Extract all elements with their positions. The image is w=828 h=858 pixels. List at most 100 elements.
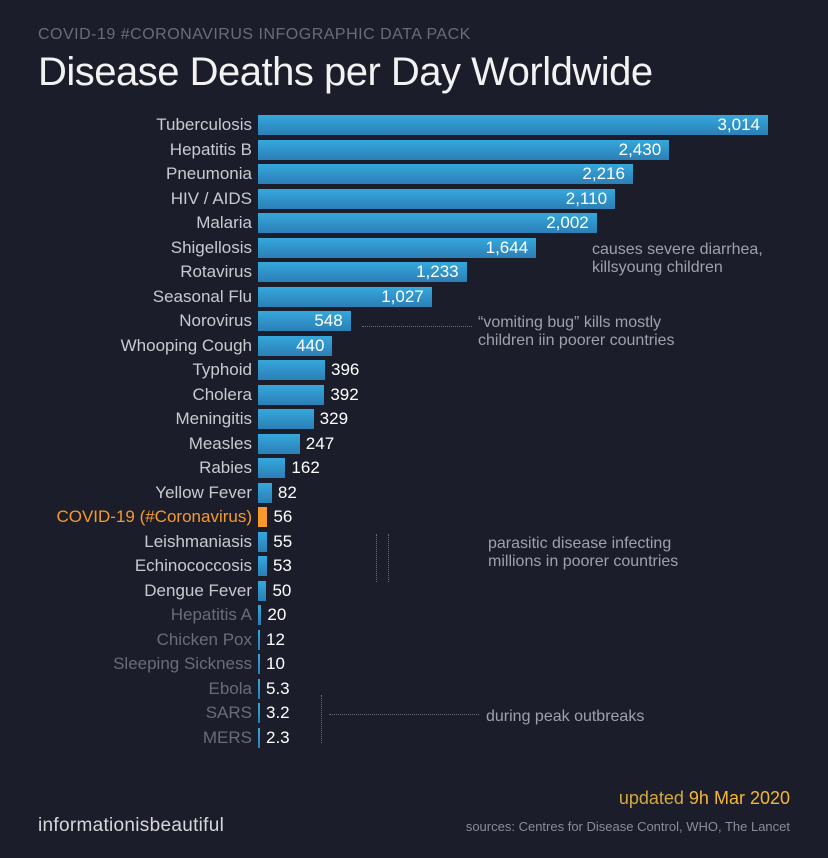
bar-value: 392	[324, 385, 358, 405]
chart-row: Malaria2,002	[38, 211, 790, 236]
bar-label: Measles	[38, 434, 258, 454]
chart-row: Chicken Pox12	[38, 628, 790, 653]
chart-row: Sleeping Sickness10	[38, 652, 790, 677]
bar-value: 2.3	[260, 728, 290, 748]
chart-row: Hepatitis A20	[38, 603, 790, 628]
annotation-bracket	[388, 534, 389, 582]
bar-value: 56	[267, 507, 292, 527]
chart-row: HIV / AIDS2,110	[38, 187, 790, 212]
bar	[258, 532, 267, 552]
bar-label: Shigellosis	[38, 238, 258, 258]
bar-label: Norovirus	[38, 311, 258, 331]
bar-label: Leishmaniasis	[38, 532, 258, 552]
bar-label: COVID-19 (#Coronavirus)	[38, 507, 258, 527]
chart-row: MERS2.3	[38, 726, 790, 751]
bar-value: 82	[272, 483, 297, 503]
bar-value: 55	[267, 532, 292, 552]
bar	[258, 507, 267, 527]
bar	[258, 360, 325, 380]
bar-with-value: 1,233	[258, 262, 467, 282]
bar-value: 247	[300, 434, 334, 454]
bar-label: Whooping Cough	[38, 336, 258, 356]
chart-row: Pneumonia2,216	[38, 162, 790, 187]
chart-row: Hepatitis B2,430	[38, 138, 790, 163]
annotation: parasitic disease infectingmillions in p…	[488, 535, 678, 572]
bar-value: 20	[261, 605, 286, 625]
bar-label: SARS	[38, 703, 258, 723]
bar-label: Pneumonia	[38, 164, 258, 184]
bar-label: Tuberculosis	[38, 115, 258, 135]
bar-with-value: 440	[258, 336, 332, 356]
bar-with-value: 548	[258, 311, 351, 331]
chart-row: Yellow Fever 82	[38, 481, 790, 506]
page-title: Disease Deaths per Day Worldwide	[38, 50, 790, 95]
bar-label: Typhoid	[38, 360, 258, 380]
annotation-leader	[329, 714, 479, 715]
chart-row: Dengue Fever 50	[38, 579, 790, 604]
bar-value: 3.2	[260, 703, 290, 723]
bar-label: MERS	[38, 728, 258, 748]
bar-label: Rotavirus	[38, 262, 258, 282]
footer: updated 9h Mar 2020 informationisbeautif…	[38, 788, 790, 834]
updated-line: updated 9h Mar 2020	[38, 788, 790, 809]
bar-with-value: 2,216	[258, 164, 633, 184]
bar-label: Hepatitis A	[38, 605, 258, 625]
chart-row: Norovirus548	[38, 309, 790, 334]
bar-value: 12	[260, 630, 285, 650]
bar-with-value: 3,014	[258, 115, 768, 135]
chart-row: Meningitis 329	[38, 407, 790, 432]
annotation-leader	[362, 326, 472, 327]
chart-row: Measles 247	[38, 432, 790, 457]
bar	[258, 434, 300, 454]
bar-label: Hepatitis B	[38, 140, 258, 160]
bar-label: Seasonal Flu	[38, 287, 258, 307]
annotation: during peak outbreaks	[486, 708, 644, 726]
bar	[258, 409, 314, 429]
bar-value: 5.3	[260, 679, 290, 699]
bar-with-value: 1,027	[258, 287, 432, 307]
bar-value: 162	[285, 458, 319, 478]
bar-label: Sleeping Sickness	[38, 654, 258, 674]
chart-row: COVID-19 (#Coronavirus) 56	[38, 505, 790, 530]
chart-row: Tuberculosis3,014	[38, 113, 790, 138]
annotation-bracket	[376, 534, 377, 582]
bar-label: Chicken Pox	[38, 630, 258, 650]
chart-row: Ebola5.3	[38, 677, 790, 702]
bar-with-value: 2,002	[258, 213, 597, 233]
infographic-canvas: COVID-19 #CORONAVIRUS INFOGRAPHIC DATA P…	[0, 0, 828, 858]
bar-label: Rabies	[38, 458, 258, 478]
updated-value: 9h Mar 2020	[689, 788, 790, 808]
bar-with-value: 2,430	[258, 140, 669, 160]
chart-row: Typhoid 396	[38, 358, 790, 383]
chart-row: Cholera 392	[38, 383, 790, 408]
bar	[258, 483, 272, 503]
bar-value: 10	[260, 654, 285, 674]
bar	[258, 556, 267, 576]
bar-value: 50	[266, 581, 291, 601]
bar-label: Ebola	[38, 679, 258, 699]
bar-label: Dengue Fever	[38, 581, 258, 601]
bar-label: Yellow Fever	[38, 483, 258, 503]
chart-row: Seasonal Flu1,027	[38, 285, 790, 310]
bar-chart: Tuberculosis3,014Hepatitis B2,430Pneumon…	[38, 113, 790, 750]
bar-label: Echinococcosis	[38, 556, 258, 576]
chart-row: Whooping Cough440	[38, 334, 790, 359]
bar-value: 396	[325, 360, 359, 380]
bar	[258, 581, 266, 601]
annotation: causes severe diarrhea,killsyoung childr…	[592, 241, 763, 278]
bar-value: 53	[267, 556, 292, 576]
bar-label: HIV / AIDS	[38, 189, 258, 209]
bar	[258, 458, 285, 478]
bar-value: 329	[314, 409, 348, 429]
bar-label: Meningitis	[38, 409, 258, 429]
bar-label: Cholera	[38, 385, 258, 405]
annotation: “vomiting bug” kills mostlychildren iin …	[478, 314, 675, 351]
subheading: COVID-19 #CORONAVIRUS INFOGRAPHIC DATA P…	[38, 26, 790, 44]
bar	[258, 385, 324, 405]
annotation-bracket	[321, 695, 322, 743]
updated-prefix: updated	[619, 788, 689, 808]
bar-with-value: 1,644	[258, 238, 536, 258]
bar-label: Malaria	[38, 213, 258, 233]
bar-with-value: 2,110	[258, 189, 615, 209]
chart-row: Rabies 162	[38, 456, 790, 481]
